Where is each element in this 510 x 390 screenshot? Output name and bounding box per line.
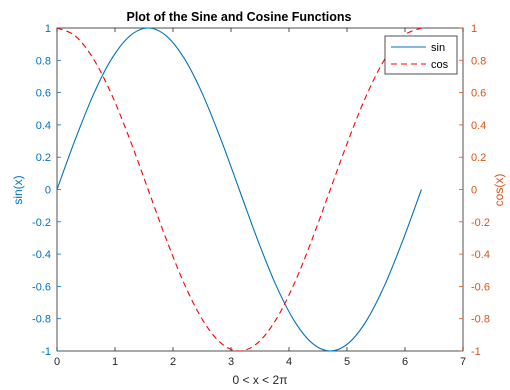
left-y-tick-label: 0 bbox=[45, 185, 51, 197]
x-tick-label: 1 bbox=[112, 356, 118, 368]
left-y-tick-label: 0.8 bbox=[36, 55, 51, 67]
series-line-sin bbox=[56, 27, 422, 352]
right-y-tick-label: 0.6 bbox=[471, 88, 486, 100]
right-y-tick-label: 0.2 bbox=[471, 152, 486, 164]
axes-box bbox=[56, 27, 464, 352]
left-y-tick-label: 1 bbox=[45, 23, 51, 35]
x-tick-label: 4 bbox=[286, 356, 292, 368]
left-y-tick-label: 0.6 bbox=[36, 88, 51, 100]
right-y-tick-label: 0.4 bbox=[471, 120, 486, 132]
left-y-tick-label: -0.6 bbox=[32, 281, 51, 293]
x-tick-label: 6 bbox=[402, 356, 408, 368]
left-y-tick-label: -0.8 bbox=[32, 314, 51, 326]
x-tick-label: 5 bbox=[344, 356, 350, 368]
right-y-axis-ticks: 1 0.8 0.6 0.4 0.2 0 -0.2 -0.4 -0.6 -0.8 -1 bbox=[459, 23, 490, 358]
legend-sin-label: sin bbox=[431, 42, 445, 54]
right-y-tick-label: -0.4 bbox=[471, 249, 490, 261]
left-y-tick-label: 0.4 bbox=[36, 120, 51, 132]
right-y-tick-label: -0.2 bbox=[471, 217, 490, 229]
left-y-axis-title: sin(x) bbox=[11, 175, 25, 204]
right-y-tick-label: 1 bbox=[471, 23, 477, 35]
right-y-axis-title: cos(x) bbox=[492, 174, 506, 207]
right-y-tick-label: -1 bbox=[471, 346, 481, 358]
x-tick-label: 0 bbox=[54, 356, 60, 368]
series-line-cos bbox=[56, 27, 422, 352]
legend-cos-label: cos bbox=[431, 59, 449, 71]
right-y-tick-label: -0.6 bbox=[471, 281, 490, 293]
left-y-tick-label: -0.2 bbox=[32, 217, 51, 229]
legend: sin cos bbox=[384, 35, 458, 75]
left-y-tick-label: 0.2 bbox=[36, 152, 51, 164]
left-y-tick-label: -0.4 bbox=[32, 249, 51, 261]
x-axis-ticks: 0 1 2 3 4 5 6 7 bbox=[54, 28, 466, 368]
right-y-tick-label: 0.8 bbox=[471, 55, 486, 67]
x-tick-label: 2 bbox=[170, 356, 176, 368]
x-axis-title: 0 < x < 2π bbox=[233, 373, 288, 387]
legend-box bbox=[384, 35, 458, 75]
right-y-tick-label: -0.8 bbox=[471, 314, 490, 326]
series-layer bbox=[56, 27, 422, 352]
left-y-axis-ticks: 1 0.8 0.6 0.4 0.2 0 -0.2 -0.4 -0.6 -0.8 -1 bbox=[32, 23, 61, 358]
right-y-tick-label: 0 bbox=[471, 185, 477, 197]
left-y-tick-label: -1 bbox=[41, 346, 51, 358]
x-tick-label: 7 bbox=[460, 356, 466, 368]
x-tick-label: 3 bbox=[228, 356, 234, 368]
chart-title: Plot of the Sine and Cosine Functions bbox=[126, 10, 351, 24]
